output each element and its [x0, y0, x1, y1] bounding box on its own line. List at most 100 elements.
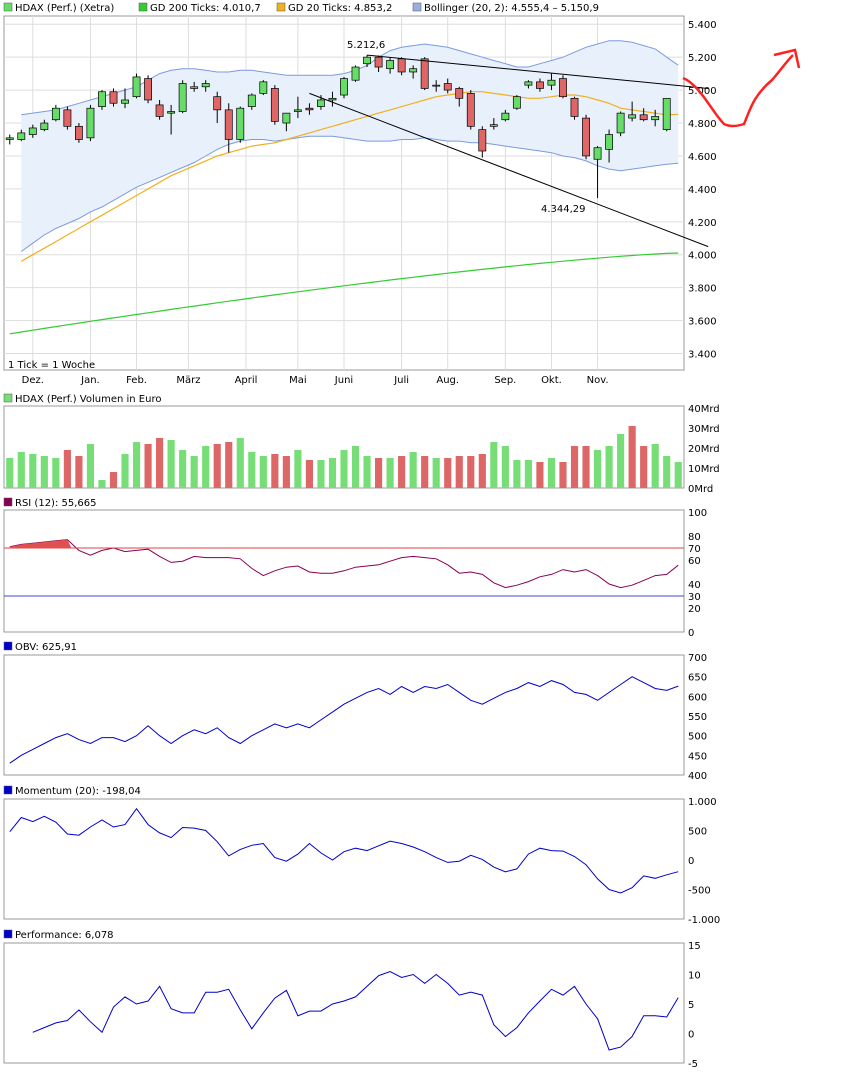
- volume-bar: [605, 446, 613, 488]
- candle-body: [593, 147, 602, 160]
- bollinger-lower-line: [21, 135, 679, 252]
- volume-bar: [132, 442, 141, 488]
- volume-bar: [478, 454, 486, 488]
- volume-bar: [570, 446, 579, 488]
- candle-body: [109, 91, 118, 104]
- volume-bar: [421, 456, 429, 488]
- candle-body: [340, 78, 348, 96]
- momentum-series: -1.000 -500 0 500 1.000: [9, 797, 720, 926]
- rsi-y-tick-label: 30: [688, 592, 701, 603]
- volume-bar: [444, 458, 452, 488]
- main-y-tick-label: 4.600: [688, 152, 717, 163]
- performance-legend: Performance: 6,078: [15, 930, 114, 941]
- month-label: Juni: [334, 375, 353, 386]
- candle-body: [98, 91, 106, 107]
- volume-bar: [98, 480, 106, 488]
- month-label: Juli: [393, 375, 409, 386]
- candle-body: [270, 88, 279, 122]
- main-y-tick-label: 4.800: [688, 119, 717, 130]
- momentum-y-tick-label: -500: [688, 886, 711, 897]
- candle-body: [40, 122, 49, 130]
- volume-bar: [363, 456, 371, 488]
- candle-body: [466, 93, 475, 127]
- trendline: [367, 54, 709, 89]
- volume-bar: [317, 460, 325, 488]
- candle-body: [259, 81, 268, 94]
- volume-bar: [109, 472, 118, 488]
- candles: [5, 55, 671, 199]
- obv-line: [9, 676, 679, 764]
- candle-body: [351, 66, 360, 81]
- candle-body: [51, 107, 60, 121]
- volume-bar: [582, 446, 590, 488]
- volume-bar: [52, 458, 60, 488]
- rsi-y-tick-label: 70: [688, 544, 701, 555]
- volume-bar: [628, 426, 636, 488]
- volume-bar: [640, 446, 648, 488]
- candle-body: [74, 125, 83, 140]
- volume-bar: [271, 454, 279, 488]
- momentum-legend: Momentum (20): -198,04: [15, 786, 141, 797]
- rsi-y-tick-label: 40: [688, 580, 701, 591]
- obv-y-tick-label: 650: [688, 673, 707, 684]
- rsi-y-tick-label: 80: [688, 532, 701, 543]
- rsi-overbought-area: [9, 539, 72, 548]
- candle-body: [605, 134, 614, 150]
- legend-bollinger: Bollinger (20, 2): 4.555,4 – 5.150,9: [424, 3, 599, 14]
- rsi-y-tick-label: 100: [688, 508, 707, 519]
- volume-bar: [167, 440, 175, 488]
- volume-bar: [467, 456, 475, 488]
- obv-y-tick-label: 600: [688, 692, 707, 703]
- candle-body: [17, 132, 26, 140]
- candle-body: [167, 111, 176, 114]
- candle-body: [155, 104, 164, 117]
- month-label: April: [235, 375, 258, 386]
- main-y-tick-label: 3.600: [688, 317, 717, 328]
- gd200-line: [9, 252, 679, 335]
- volume-bar: [559, 462, 567, 488]
- main-y-tick-label: 3.800: [688, 284, 717, 295]
- rsi-y-tick-label: 0: [688, 628, 694, 639]
- momentum-y-tick-label: 1.000: [688, 797, 717, 808]
- volume-bar: [156, 438, 164, 488]
- volume-bar: [593, 450, 602, 488]
- candle-body: [201, 83, 210, 88]
- candle-body: [443, 83, 452, 91]
- candle-body: [478, 129, 487, 152]
- candle-body: [455, 88, 464, 99]
- candle-body: [386, 60, 395, 70]
- trendline: [309, 92, 709, 248]
- month-labels: Dez. Jan. Feb. März April Mai Juni Juli Aug. Sep.…: [22, 375, 609, 386]
- performance-panel: [3, 942, 685, 1064]
- main-y-tick-label: 5.000: [688, 86, 717, 97]
- main-y-tick-label: 4.200: [688, 218, 717, 229]
- volume-bar: [340, 450, 348, 488]
- candle-body: [547, 79, 556, 86]
- candle-body: [420, 58, 429, 89]
- volume-bar: [63, 450, 71, 488]
- candle-body: [409, 68, 418, 73]
- obv-y-tick-label: 500: [688, 732, 707, 743]
- bollinger-upper-line: [21, 40, 679, 116]
- volume-y-ticks: 0Mrd 10Mrd 20Mrd 30Mrd 40Mrd: [688, 404, 720, 495]
- candle-body: [247, 94, 256, 107]
- candle-body: [282, 112, 291, 124]
- trendlines: [309, 54, 709, 248]
- performance-series: -5 0 5 10 15: [32, 941, 701, 1070]
- legend-gd200: GD 200 Ticks: 4.010,7: [150, 3, 261, 14]
- candle-body: [501, 112, 510, 121]
- candle-body: [305, 107, 314, 111]
- month-label: Okt.: [541, 375, 562, 386]
- volume-bar: [547, 458, 556, 488]
- volume-bar: [248, 452, 256, 488]
- volume-bar: [213, 444, 221, 488]
- volume-bar: [490, 442, 498, 488]
- volume-bar: [513, 460, 521, 488]
- volume-bar: [305, 460, 313, 488]
- volume-bar: [386, 458, 394, 488]
- performance-y-tick-label: 0: [688, 1030, 694, 1041]
- candle-body: [328, 97, 337, 101]
- performance-y-tick-label: 10: [688, 971, 701, 982]
- volume-y-tick-label: 30Mrd: [688, 424, 720, 435]
